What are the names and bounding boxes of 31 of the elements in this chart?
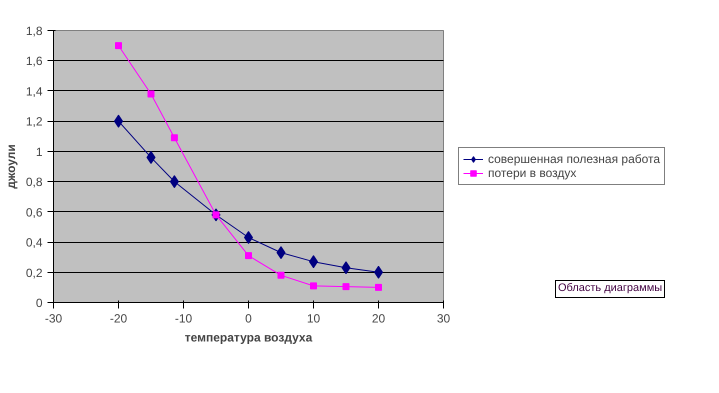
y-tick-label: 1,8 [26,24,43,38]
point [375,284,382,291]
x-axis-title: температура воздуха [184,330,313,344]
x-tick-label: 20 [372,312,386,326]
x-tick-label: -20 [110,312,128,326]
y-tick-label: 0,6 [26,205,43,220]
legend-label: совершенная полезная работа [488,152,660,166]
point [245,252,252,260]
x-tick-label: 0 [245,312,252,326]
point [342,283,350,290]
y-tick-label: 0 [36,296,43,310]
y-axis-title: джоули [4,144,18,189]
y-tick-label: 0,8 [26,175,43,190]
x-tick-label: -10 [174,312,192,326]
y-tick-label: 1,6 [26,54,43,68]
point [148,90,154,98]
x-tick-label: 10 [306,312,320,326]
point [278,272,284,279]
y-tick-label: 1 [36,144,43,159]
y-tick-label: 0,2 [26,266,43,280]
point [310,282,317,290]
y-tick-label: 0,4 [26,236,43,250]
point [170,175,179,188]
legend-label: потери в воздух [488,166,576,180]
point [115,42,122,50]
point [170,134,178,142]
y-tick-label: 1,2 [26,114,43,129]
y-tick-label: 1,4 [26,84,43,98]
x-tick-label: -30 [44,312,62,326]
x-tick-label: 30 [436,312,450,326]
text: Область диаграммы [558,281,662,297]
